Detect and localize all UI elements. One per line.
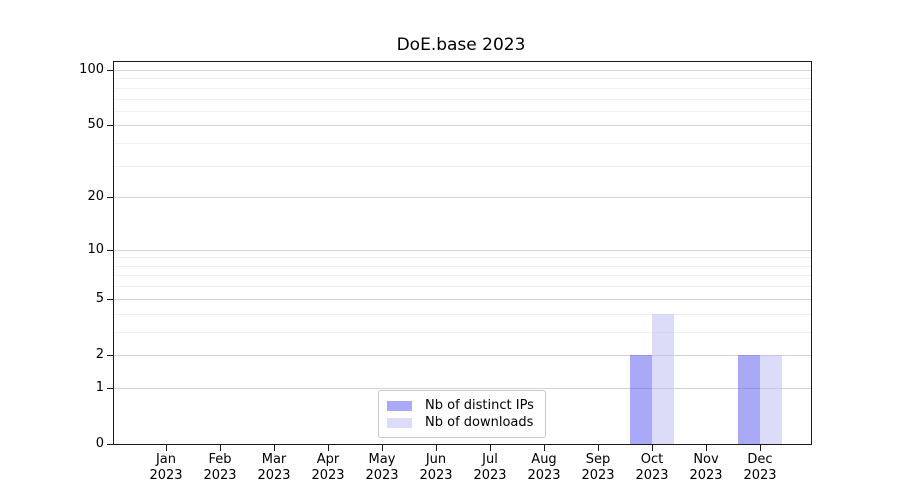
x-tick-mark xyxy=(598,445,599,451)
legend-item-distinct-ips: Nb of distinct IPs xyxy=(387,397,537,414)
x-tick-label: Apr 2023 xyxy=(311,452,345,483)
gridline-major xyxy=(114,299,811,300)
gridline-major xyxy=(114,355,811,356)
y-tick-label: 1 xyxy=(95,380,104,395)
x-tick-label: May 2023 xyxy=(365,452,399,483)
legend-label-distinct-ips: Nb of distinct IPs xyxy=(425,398,534,413)
x-tick-mark xyxy=(382,445,383,451)
x-tick-label: Feb 2023 xyxy=(203,452,237,483)
x-tick-mark xyxy=(436,445,437,451)
gridline-minor xyxy=(114,332,811,333)
gridline-minor xyxy=(114,143,811,144)
y-tick-mark xyxy=(107,70,114,71)
x-tick-mark xyxy=(166,445,167,451)
gridline-minor xyxy=(114,78,811,79)
y-tick-mark xyxy=(107,125,114,126)
x-tick-label: Aug 2023 xyxy=(527,452,561,483)
x-tick-label: Jul 2023 xyxy=(473,452,507,483)
bar-distinct-ips-oct xyxy=(630,354,652,444)
gridline-minor xyxy=(114,266,811,267)
y-tick-mark xyxy=(107,299,114,300)
x-tick-label: Jun 2023 xyxy=(419,452,453,483)
gridline-minor xyxy=(114,88,811,89)
bar-distinct-ips-dec xyxy=(738,354,760,444)
x-tick-mark xyxy=(652,445,653,451)
x-tick-mark xyxy=(220,445,221,451)
x-tick-mark xyxy=(328,445,329,451)
y-tick-mark xyxy=(107,388,114,389)
y-tick-label: 50 xyxy=(87,117,104,132)
gridline-major xyxy=(114,250,811,251)
gridline-minor xyxy=(114,99,811,100)
x-tick-mark xyxy=(490,445,491,451)
x-tick-mark xyxy=(760,445,761,451)
gridline-major xyxy=(114,197,811,198)
x-tick-label: Jan 2023 xyxy=(149,452,183,483)
y-tick-label: 0 xyxy=(95,436,104,451)
y-tick-label: 2 xyxy=(95,347,104,362)
y-tick-mark xyxy=(107,197,114,198)
gridline-major xyxy=(114,388,811,389)
legend-swatch-downloads-icon xyxy=(387,417,412,428)
legend-label-downloads: Nb of downloads xyxy=(425,415,534,430)
gridline-major xyxy=(114,125,811,126)
y-tick-label: 10 xyxy=(87,242,104,257)
x-tick-label: Mar 2023 xyxy=(257,452,291,483)
x-tick-label: Oct 2023 xyxy=(635,452,669,483)
legend: Nb of distinct IPs Nb of downloads xyxy=(378,390,546,438)
plot-area xyxy=(113,61,812,445)
x-tick-mark xyxy=(706,445,707,451)
gridline-minor xyxy=(114,286,811,287)
bar-downloads-dec xyxy=(760,354,782,444)
y-tick-mark xyxy=(107,355,114,356)
y-tick-mark xyxy=(107,250,114,251)
gridline-minor xyxy=(114,257,811,258)
x-tick-label: Nov 2023 xyxy=(689,452,723,483)
chart-title: DoE.base 2023 xyxy=(396,35,526,55)
gridline-major xyxy=(114,70,811,71)
bar-downloads-oct xyxy=(652,313,674,444)
y-tick-mark xyxy=(107,444,114,445)
gridline-minor xyxy=(114,275,811,276)
gridline-minor xyxy=(114,111,811,112)
x-tick-label: Sep 2023 xyxy=(581,452,615,483)
gridline-minor xyxy=(114,314,811,315)
x-tick-label: Dec 2023 xyxy=(743,452,777,483)
gridline-minor xyxy=(114,166,811,167)
y-tick-label: 100 xyxy=(79,62,104,77)
legend-item-downloads: Nb of downloads xyxy=(387,414,537,431)
y-tick-label: 5 xyxy=(95,291,104,306)
x-tick-mark xyxy=(544,445,545,451)
x-tick-mark xyxy=(274,445,275,451)
y-tick-label: 20 xyxy=(87,189,104,204)
legend-swatch-distinct-ips-icon xyxy=(387,400,412,411)
